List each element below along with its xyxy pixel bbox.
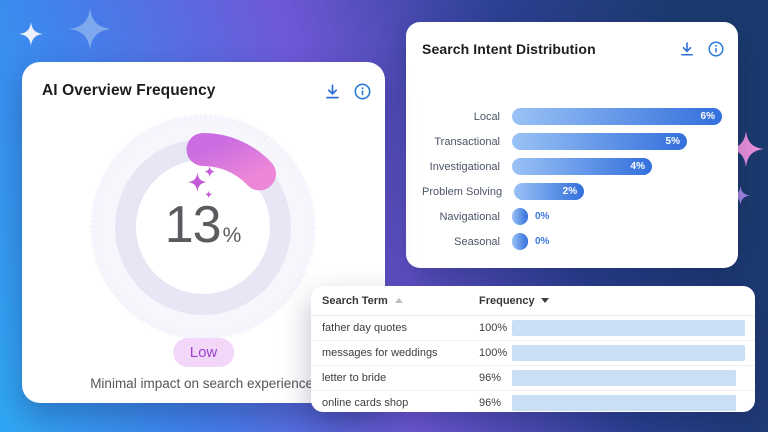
ai-overview-title: AI Overview Frequency bbox=[42, 82, 216, 99]
intent-bar: 4% bbox=[512, 158, 652, 175]
search-intent-title: Search Intent Distribution bbox=[422, 41, 596, 57]
intent-bar-track: 2% bbox=[514, 183, 726, 200]
sort-desc-icon bbox=[540, 298, 549, 303]
intent-value-label: 4% bbox=[630, 161, 645, 172]
frequency-bar bbox=[512, 345, 745, 361]
info-icon bbox=[708, 41, 724, 57]
table-row: letter to bride 96% bbox=[311, 366, 755, 391]
impact-level-badge: Low bbox=[172, 338, 235, 367]
intent-bar: 2% bbox=[514, 183, 585, 200]
search-term-cell: online cards shop bbox=[322, 397, 409, 409]
donut-arc bbox=[186, 132, 276, 191]
term-table-body: father day quotes 100% messages for weddin… bbox=[311, 316, 755, 415]
intent-chart: Local 6% Transactional 5% Investigational 4% P… bbox=[422, 104, 726, 254]
intent-bar: 6% bbox=[512, 108, 722, 125]
sort-asc-icon bbox=[394, 298, 403, 303]
intent-row: Navigational 0% bbox=[422, 204, 726, 229]
frequency-cell: 96% bbox=[479, 372, 502, 384]
intent-category-label: Local bbox=[473, 110, 500, 123]
ai-frequency-value: 13 bbox=[164, 196, 222, 254]
intent-row: Transactional 5% bbox=[422, 129, 726, 154]
search-term-cell: messages for weddings bbox=[322, 347, 438, 359]
intent-bar bbox=[512, 208, 528, 225]
intent-category-label: Problem Solving bbox=[422, 185, 503, 198]
frequency-bar bbox=[512, 320, 745, 336]
intent-row: Seasonal 0% bbox=[422, 229, 726, 254]
frequency-cell: 96% bbox=[479, 397, 502, 409]
intent-bar-track: 0% bbox=[512, 233, 726, 250]
sparkle-icon bbox=[19, 22, 43, 46]
intent-bar-track: 4% bbox=[512, 158, 726, 175]
intent-category-label: Seasonal bbox=[454, 235, 500, 248]
frequency-cell: 100% bbox=[479, 347, 508, 359]
donut-halo-speckle bbox=[88, 112, 318, 342]
download-icon bbox=[681, 42, 693, 56]
sparkle-icon bbox=[69, 8, 111, 50]
download-button[interactable] bbox=[679, 41, 695, 57]
intent-row: Investigational 4% bbox=[422, 154, 726, 179]
intent-row: Problem Solving 2% bbox=[422, 179, 726, 204]
info-icon bbox=[354, 83, 371, 99]
table-row: father day quotes 100% bbox=[311, 316, 755, 341]
frequency-cell: 100% bbox=[479, 322, 508, 334]
search-term-cell: father day quotes bbox=[322, 322, 408, 334]
table-row: online cards shop 96% bbox=[311, 391, 755, 415]
intent-value-label: 0% bbox=[535, 211, 550, 222]
frequency-bar bbox=[512, 395, 736, 411]
sparkle-icon bbox=[731, 186, 750, 205]
donut-halo bbox=[91, 115, 315, 339]
intent-bar bbox=[512, 233, 528, 250]
sparkle-icon bbox=[728, 131, 764, 167]
info-button[interactable] bbox=[708, 41, 724, 57]
intent-category-label: Navigational bbox=[439, 210, 500, 223]
column-label: Frequency bbox=[479, 294, 535, 307]
intent-bar-track: 5% bbox=[512, 133, 726, 150]
intent-bar: 5% bbox=[512, 133, 687, 150]
intent-value-label: 0% bbox=[535, 236, 550, 247]
intent-category-label: Investigational bbox=[429, 160, 500, 173]
intent-category-label: Transactional bbox=[434, 135, 500, 148]
sort-header-frequency[interactable]: Frequency bbox=[479, 295, 549, 307]
table-header-row: Search Term Frequency bbox=[311, 286, 755, 316]
table-row: messages for weddings 100% bbox=[311, 341, 755, 366]
intent-value-label: 6% bbox=[700, 111, 715, 122]
ai-frequency-unit: % bbox=[222, 224, 242, 247]
impact-caption: Minimal impact on search experience. bbox=[90, 376, 317, 391]
frequency-bar bbox=[512, 370, 736, 386]
sort-header-search-term[interactable]: Search Term bbox=[322, 295, 479, 307]
intent-bar-track: 6% bbox=[512, 108, 726, 125]
intent-row: Local 6% bbox=[422, 104, 726, 129]
intent-value-label: 5% bbox=[665, 136, 680, 147]
intent-bar-track: 0% bbox=[512, 208, 726, 225]
ai-overview-header: AI Overview Frequency bbox=[42, 78, 371, 104]
ai-overview-card: AI Overview Frequency bbox=[22, 62, 385, 403]
search-term-cell: letter to bride bbox=[322, 372, 387, 384]
info-button[interactable] bbox=[354, 83, 371, 100]
search-terms-table-card: Search Term Frequency father day quotes 1… bbox=[311, 286, 755, 412]
ai-sparkle-icon bbox=[187, 165, 216, 199]
download-button[interactable] bbox=[324, 83, 341, 100]
download-icon bbox=[326, 83, 339, 98]
search-intent-card: Search Intent Distribution bbox=[406, 22, 738, 268]
intent-value-label: 2% bbox=[562, 186, 578, 197]
search-intent-header: Search Intent Distribution bbox=[422, 36, 724, 62]
donut-value: 13% bbox=[83, 199, 323, 251]
column-label: Search Term bbox=[322, 294, 388, 307]
ai-frequency-donut bbox=[88, 112, 318, 342]
